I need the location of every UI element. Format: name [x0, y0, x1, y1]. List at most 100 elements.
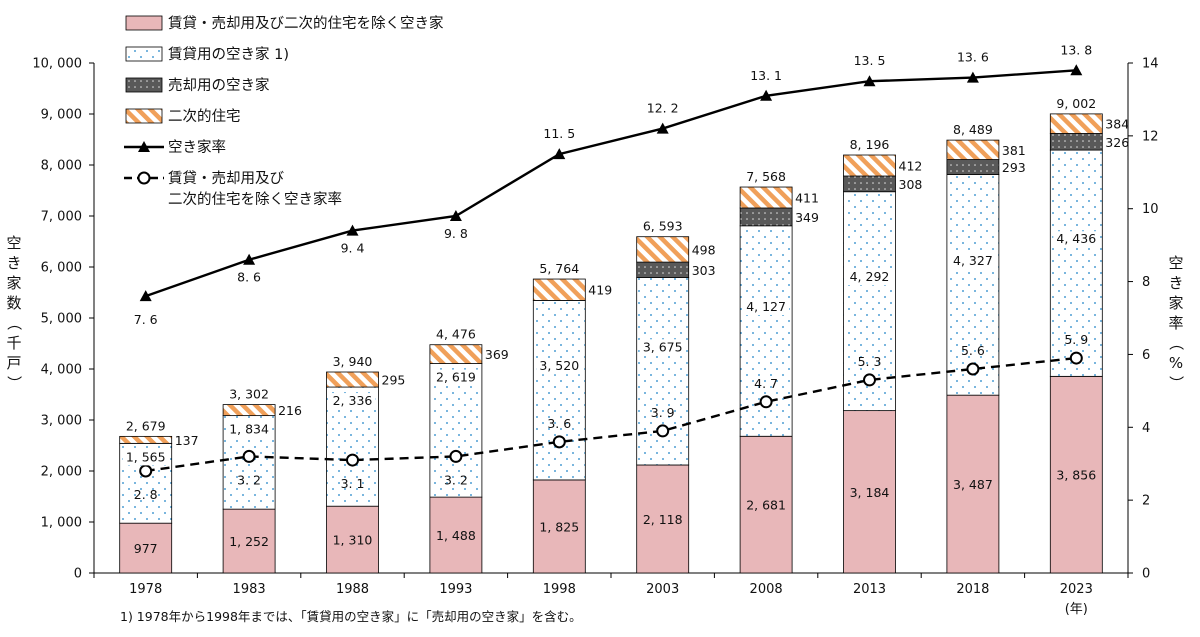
y-right-axis-title: 空き家率 （% ） — [1167, 254, 1185, 391]
label-bg — [329, 393, 376, 410]
label-rent-value: 2, 336 — [333, 393, 373, 408]
label-base-value: 3, 487 — [953, 477, 993, 492]
x-tick-label: 2008 — [750, 582, 783, 597]
legend-item: 売却用の空き家 — [125, 77, 270, 94]
y-left-tick-label: 9, 000 — [41, 108, 82, 123]
bar-second — [532, 278, 586, 301]
label-second-value: 216 — [278, 403, 302, 418]
axis-title-char: 空 — [6, 234, 21, 252]
label-rent-value: 1, 565 — [126, 449, 166, 464]
label-bg — [536, 358, 583, 375]
label-rent-value: 4, 127 — [746, 299, 786, 314]
x-tick-label: 1988 — [336, 582, 369, 597]
y-right-tick-label: 14 — [1142, 57, 1159, 72]
bar-base — [1049, 375, 1103, 574]
bar-sale — [843, 175, 896, 193]
label-sale-value: 308 — [899, 177, 923, 192]
label-base-value: 3, 184 — [850, 485, 890, 500]
y-right-tick-label: 2 — [1142, 494, 1150, 509]
axes: 0 1, 000 2, 000 3, 000 4, 000 5, 000 6, 000 7, … — [5, 57, 1185, 618]
label-vacancy-rate: 9. 8 — [444, 226, 468, 241]
marker-other-vacancy-rate — [449, 449, 463, 463]
label-second-value: 369 — [485, 347, 509, 362]
legend-item: 二次的住宅 — [125, 108, 241, 125]
label-second-value: 412 — [899, 159, 923, 174]
axis-title-char: （ — [1167, 335, 1185, 350]
label-second-value: 137 — [175, 433, 199, 448]
marker-other-vacancy-rate — [1069, 351, 1083, 365]
label-bg — [432, 369, 479, 386]
axis-title-char: ） — [5, 375, 23, 390]
legend-label: 賃貸・売却用及び二次的住宅を除く空き家 — [168, 15, 444, 32]
y-right-tick-label: 4 — [1142, 421, 1150, 436]
axis-title-char: 家 — [1168, 294, 1183, 312]
bar-second — [636, 236, 690, 263]
legend-swatch-second — [125, 108, 163, 124]
legend-item: 空き家率 — [124, 139, 226, 156]
label-bg — [1053, 231, 1100, 248]
axis-title-char: 戸 — [6, 354, 21, 372]
bar-second — [946, 139, 1000, 160]
label-vacancy-rate: 13. 5 — [854, 53, 886, 68]
marker-other-vacancy-rate — [966, 362, 980, 376]
axis-title-char: き — [6, 254, 21, 272]
marker-vacancy-rate — [553, 148, 566, 160]
marker-vacancy-rate — [346, 224, 359, 236]
legend-swatch-sale — [125, 77, 163, 93]
x-tick-label: 2023 — [1060, 582, 1093, 597]
marker-other-vacancy-rate — [139, 464, 153, 478]
label-other-vacancy-rate: 3. 2 — [444, 472, 468, 487]
label-base-value: 1, 488 — [436, 528, 476, 543]
marker-vacancy-rate — [243, 253, 256, 265]
label-other-vacancy-rate: 3. 9 — [651, 405, 675, 420]
label-total-value: 2, 679 — [126, 418, 166, 433]
y-left-tick-label: 4, 000 — [41, 363, 82, 378]
line-other-vacancy-rate — [145, 356, 1077, 473]
label-base-value: 1, 252 — [229, 534, 269, 549]
label-base-value: 1, 310 — [333, 533, 373, 548]
label-other-vacancy-rate: 3. 2 — [237, 472, 261, 487]
bar-sale — [946, 159, 1000, 175]
label-base-value: 977 — [134, 541, 158, 556]
bar-second — [429, 344, 483, 364]
y-right-tick-label: 0 — [1142, 567, 1150, 582]
bar-second — [843, 154, 896, 177]
bar-base — [326, 505, 379, 574]
y-right-tick-label: 6 — [1142, 348, 1150, 363]
label-base-value: 1, 825 — [539, 519, 579, 534]
label-vacancy-rate: 9. 4 — [341, 241, 365, 256]
bar-sale — [739, 207, 793, 227]
y-left-tick-label: 5, 000 — [41, 312, 82, 327]
label-total-value: 3, 302 — [229, 387, 269, 402]
label-rent-value: 4, 436 — [1056, 231, 1096, 246]
bar-second — [222, 404, 276, 417]
bar-rent — [946, 174, 1000, 396]
label-vacancy-rate: 11. 5 — [543, 126, 575, 141]
label-total-value: 8, 489 — [953, 122, 993, 137]
y-left-tick-label: 6, 000 — [41, 261, 82, 276]
x-tick-label: 2003 — [646, 582, 679, 597]
axis-title-char: ） — [1167, 375, 1185, 390]
bar-rent — [532, 300, 586, 481]
legend-swatch-base — [125, 15, 163, 31]
y-left-tick-label: 3, 000 — [41, 414, 82, 429]
label-sale-value: 326 — [1105, 135, 1129, 150]
label-total-value: 6, 593 — [643, 219, 683, 234]
y-right-tick-label: 8 — [1142, 275, 1150, 290]
label-vacancy-rate: 12. 2 — [647, 101, 679, 116]
label-other-vacancy-rate: 3. 6 — [547, 416, 571, 431]
label-base-value: 2, 118 — [643, 512, 683, 527]
label-second-value: 411 — [795, 191, 819, 206]
axis-title-char: 空 — [1168, 254, 1183, 272]
label-rent-value: 2, 619 — [436, 370, 476, 385]
label-bg — [949, 252, 996, 269]
bar-base — [222, 508, 276, 574]
label-other-vacancy-rate: 5. 3 — [858, 354, 882, 369]
label-vacancy-rate: 13. 8 — [1060, 42, 1092, 57]
label-vacancy-rate: 13. 6 — [957, 50, 989, 65]
legend-label-line2: 二次的住宅を除く空き家率 — [168, 191, 342, 208]
